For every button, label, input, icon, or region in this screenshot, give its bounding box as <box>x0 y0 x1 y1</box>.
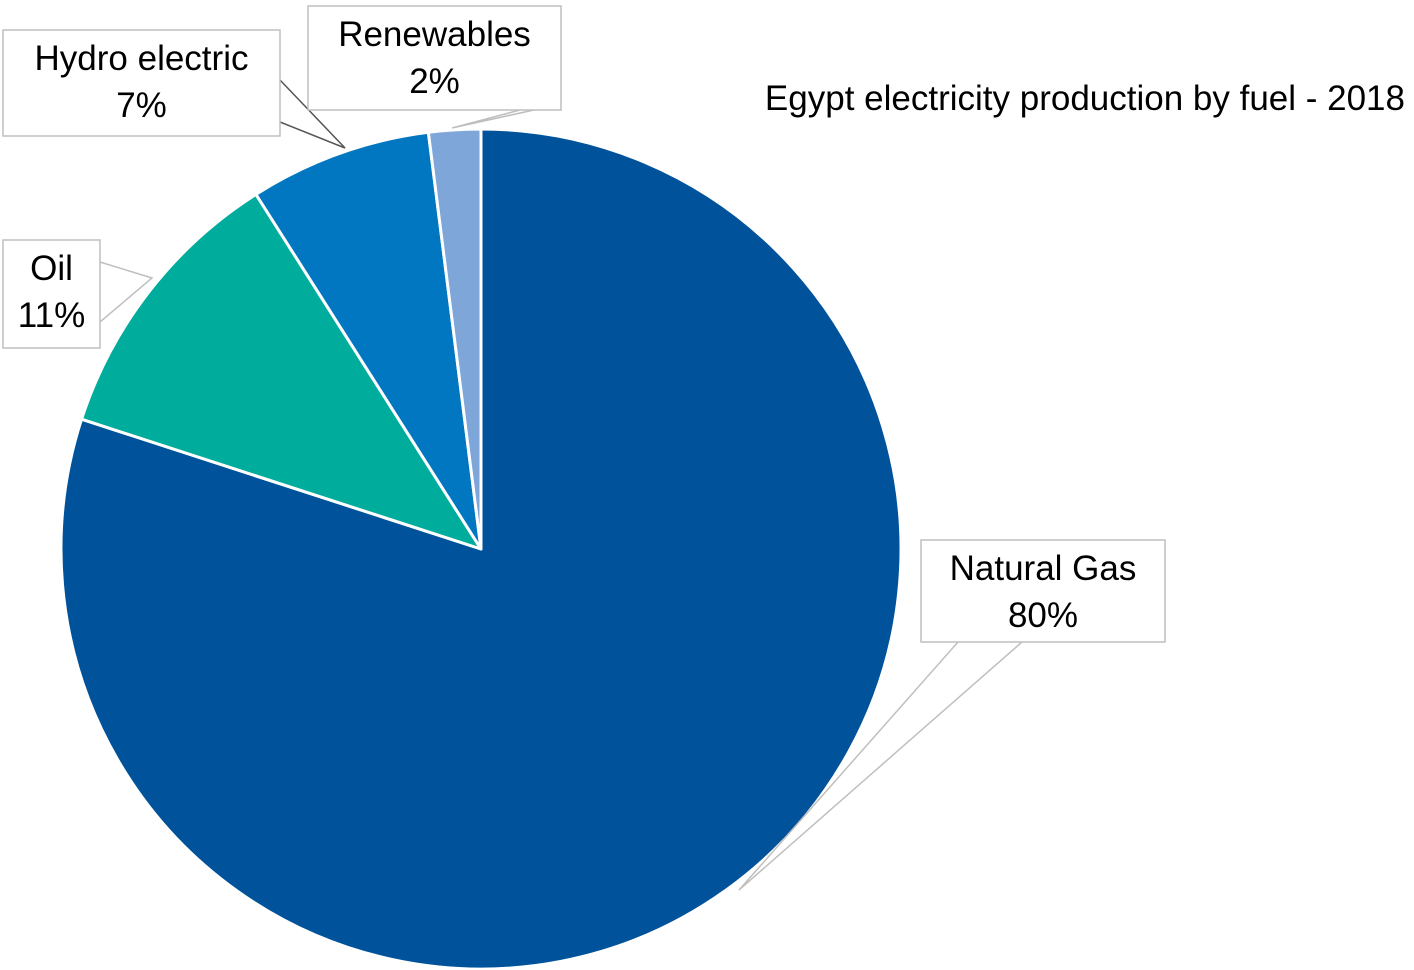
callout-renewables: Renewables 2% <box>307 5 562 111</box>
data-label-percent: 7% <box>116 86 167 125</box>
callout-box-renewables <box>307 5 562 111</box>
pie-slice-hydro-electric <box>254 130 483 551</box>
data-label-callouts: Natural Gas 80% Oil 11% Hydro electric 7% Rene… <box>2 5 1166 643</box>
pie-slice-renewables <box>426 127 483 551</box>
pie-slices <box>59 127 903 970</box>
data-label-percent: 11% <box>18 296 85 335</box>
data-label-percent: 2% <box>409 62 460 101</box>
chart-title: Egypt electricity production by fuel - 2… <box>765 79 1405 118</box>
data-label-percent: 80% <box>1008 596 1078 635</box>
data-label-category: Renewables <box>338 15 531 54</box>
callout-leaders <box>99 79 1023 891</box>
pie-slice-oil <box>80 192 483 551</box>
callout-leader-renewables <box>451 103 562 129</box>
callout-leader-natural-gas <box>738 641 1023 891</box>
callout-oil: Oil 11% <box>2 239 101 349</box>
callout-box-hydro-electric <box>2 29 281 137</box>
callout-box-natural-gas <box>920 539 1166 643</box>
callout-natural-gas: Natural Gas 80% <box>920 539 1166 643</box>
callout-box-oil <box>2 239 101 349</box>
data-label-category: Oil <box>30 249 73 288</box>
callout-leader-hydro-electric <box>279 79 346 149</box>
callout-hydro-electric: Hydro electric 7% <box>2 29 281 137</box>
data-label-category: Natural Gas <box>950 549 1137 588</box>
callout-leader-oil <box>99 261 154 323</box>
data-label-category: Hydro electric <box>35 39 249 78</box>
